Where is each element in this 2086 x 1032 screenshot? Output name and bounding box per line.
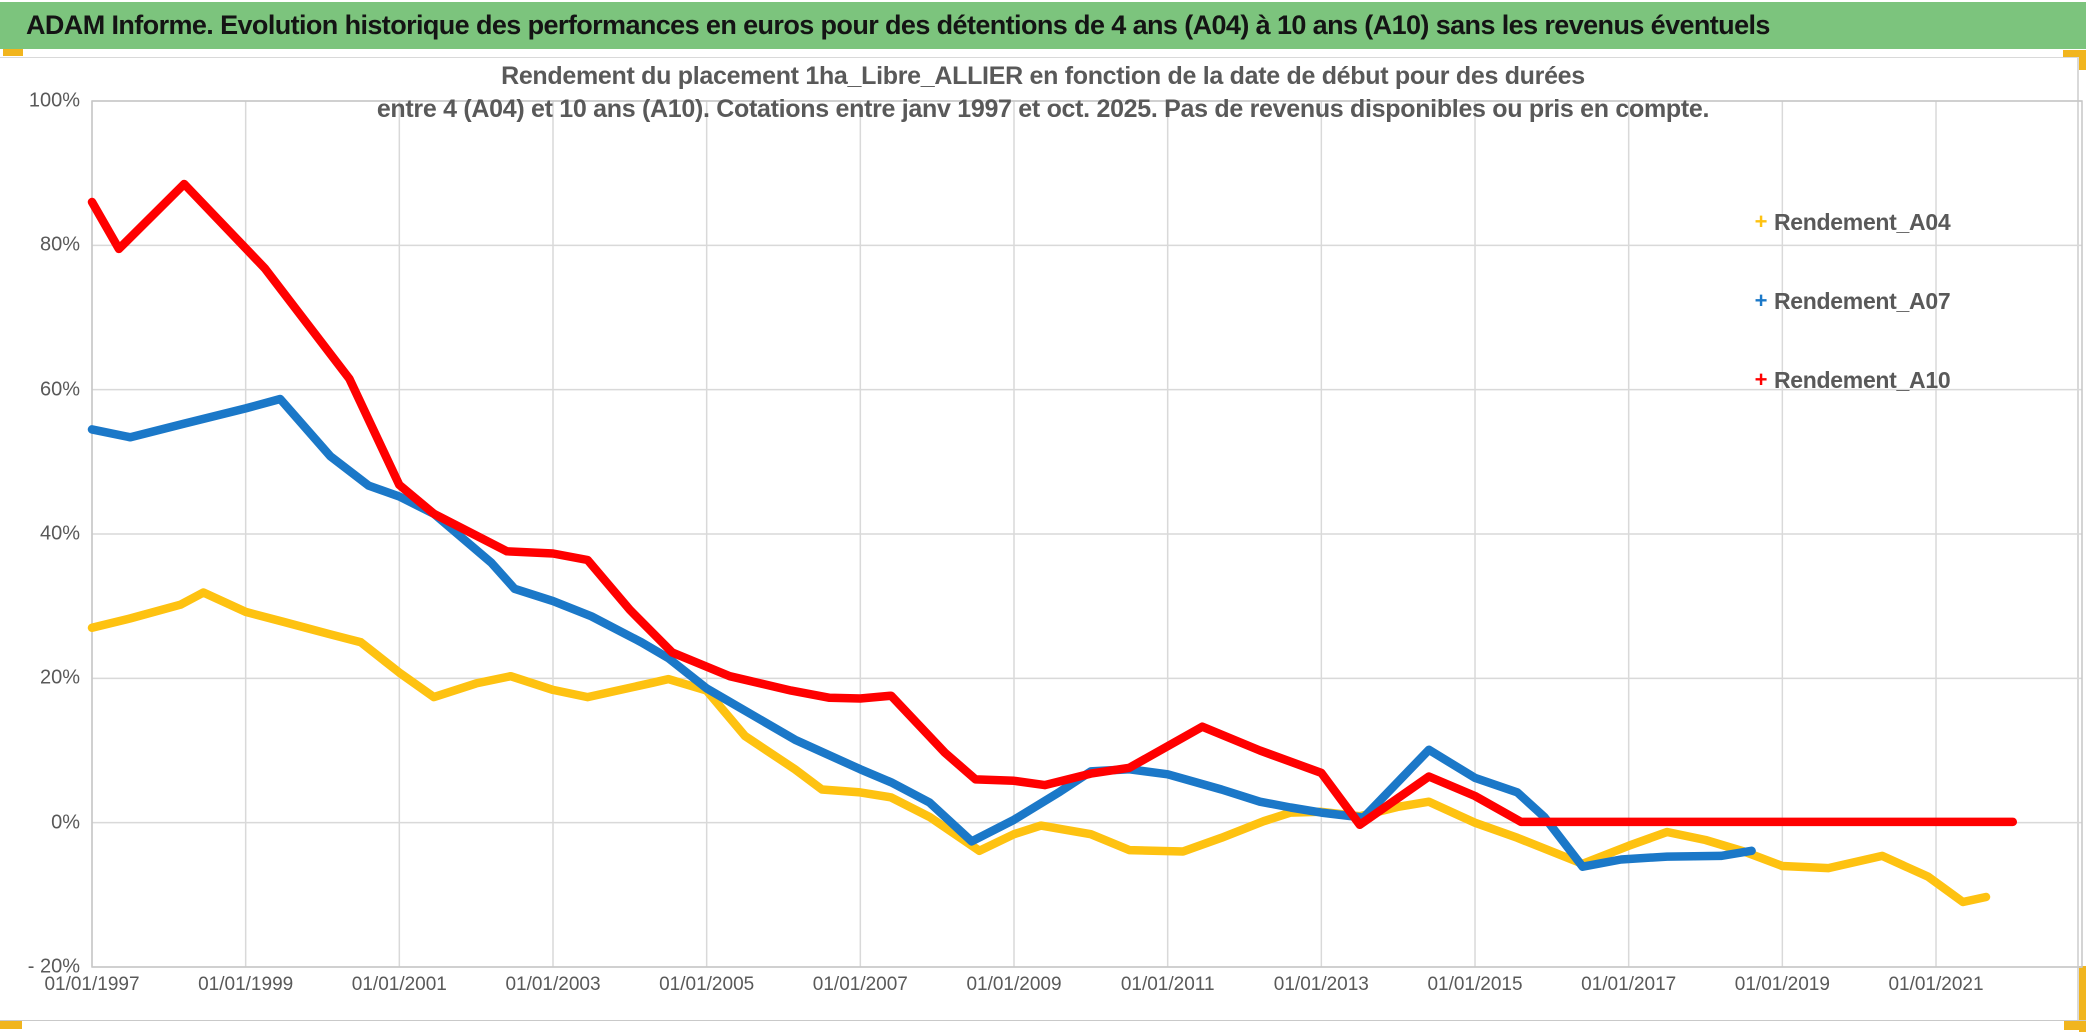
x-tick-label: 01/01/2007 [812,974,908,995]
x-tick-label: 01/01/2015 [1427,974,1523,995]
chart-title: Rendement du placement 1ha_Libre_ALLIER … [0,60,2086,126]
y-tick-label: 0% [51,811,80,834]
selection-handle-right-bar[interactable] [2079,966,2086,1032]
y-tick-label: 60% [39,378,80,401]
y-tick-label: 100% [28,89,80,112]
selection-handle-bottom-right[interactable] [2064,1021,2086,1030]
plus-marker-icon: + [1754,209,1768,234]
x-tick-label: 01/01/2019 [1734,974,1830,995]
y-tick-label: - 20% [27,955,80,978]
plus-marker-icon: + [1754,367,1768,392]
series-line-rendement_a10[interactable] [87,179,2018,830]
x-tick-label: 01/01/2009 [966,974,1062,995]
y-tick-label: 20% [39,666,80,689]
legend-item-rendement-a10[interactable]: + Rendement_A10 [1748,363,1951,397]
x-tick-label: 01/01/2021 [1888,974,1984,995]
legend-item-rendement-a04[interactable]: + Rendement_A04 [1748,205,1951,239]
y-tick-label: 80% [39,233,80,256]
legend-label: Rendement_A04 [1774,208,1951,235]
series-line-rendement_a04[interactable] [87,588,1991,907]
banner-cell[interactable]: ADAM Informe. Evolution historique des p… [0,2,2086,49]
chart-canvas[interactable] [0,57,2079,1020]
series-line-rendement_a07[interactable] [87,394,1756,871]
selection-handle-top-left[interactable] [3,49,23,56]
legend-label: Rendement_A07 [1774,287,1951,314]
x-tick-label: 01/01/1997 [44,974,140,995]
x-tick-label: 01/01/2001 [351,974,447,995]
chart-title-line2: entre 4 (A04) et 10 ans (A10). Cotations… [376,95,1710,123]
x-tick-label: 01/01/1999 [198,974,294,995]
chart-title-line1: Rendement du placement 1ha_Libre_ALLIER … [501,62,1585,90]
y-tick-label: 40% [39,522,80,545]
x-tick-label: 01/01/2005 [659,974,755,995]
x-tick-label: 01/01/2013 [1273,974,1369,995]
legend-label: Rendement_A10 [1774,366,1951,393]
plot-border [91,100,2083,968]
plus-marker-icon: + [1754,288,1768,313]
row-divider [0,1020,2086,1021]
x-tick-label: 01/01/2003 [505,974,601,995]
selection-handle-bottom-left[interactable] [0,1021,22,1029]
x-tick-label: 01/01/2017 [1581,974,1677,995]
legend-item-rendement-a07[interactable]: + Rendement_A07 [1748,284,1951,318]
chart-legend: + Rendement_A04 + Rendement_A07 + Rendem… [1748,205,1951,442]
x-tick-label: 01/01/2011 [1120,974,1215,995]
banner-text: ADAM Informe. Evolution historique des p… [26,10,1770,40]
